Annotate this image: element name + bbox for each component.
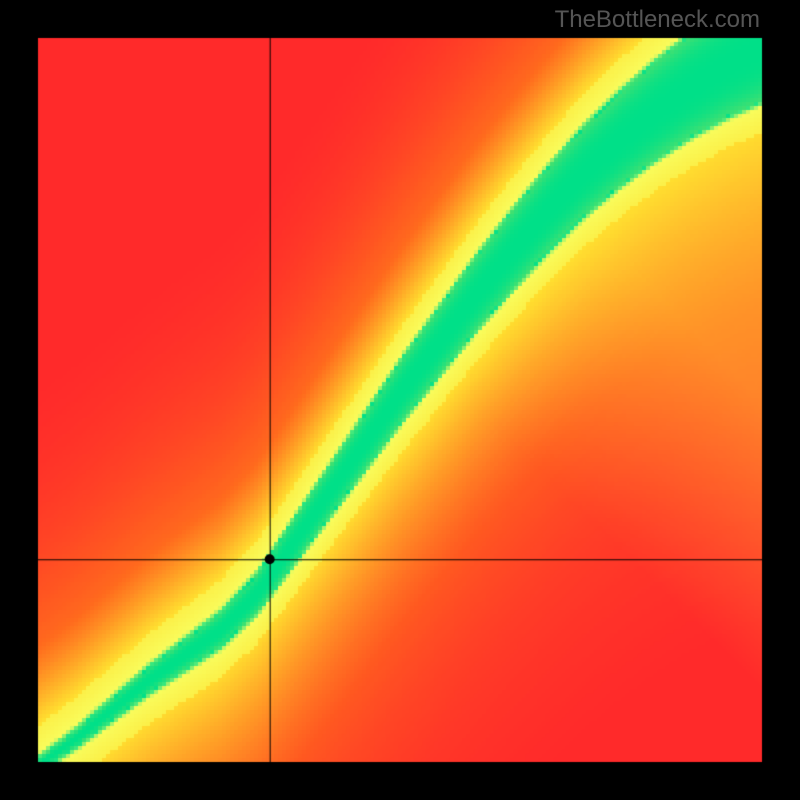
watermark-text: TheBottleneck.com xyxy=(555,6,760,34)
bottleneck-heatmap xyxy=(0,0,800,800)
